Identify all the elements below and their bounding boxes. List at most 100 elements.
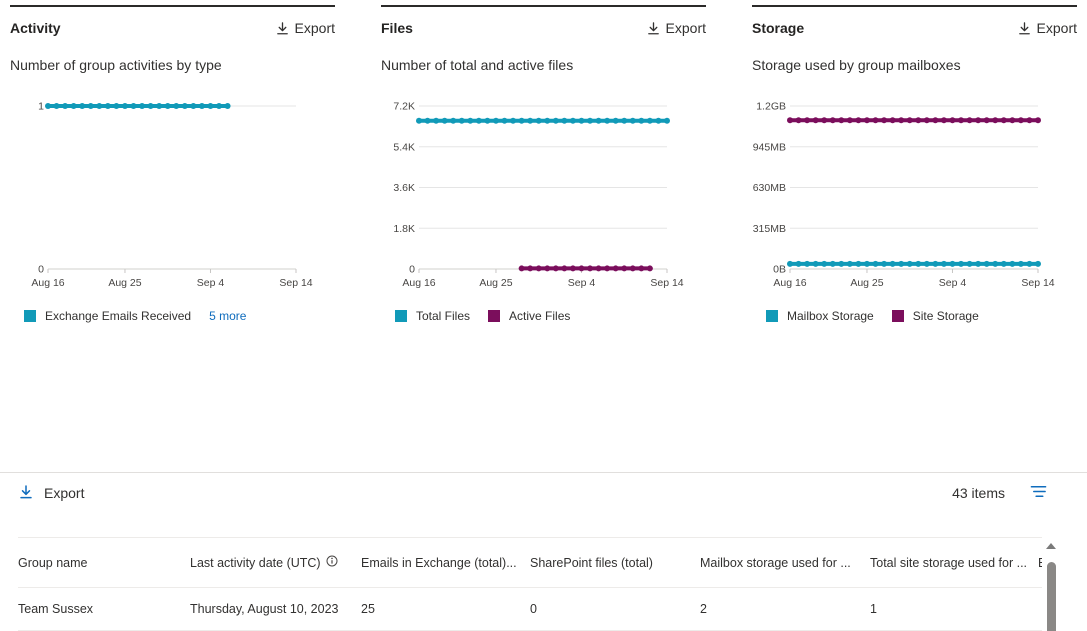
files-chart-subtitle: Number of total and active files bbox=[381, 57, 574, 73]
files-panel: Files Export Number of total and active … bbox=[381, 5, 706, 472]
data-point-marker bbox=[467, 117, 474, 124]
data-point-marker bbox=[121, 103, 128, 109]
data-point-marker bbox=[147, 103, 154, 109]
groups-table-section: Group name Last activity date (UTC) Emails… bbox=[0, 537, 1087, 631]
table-header-cell[interactable]: Last activity date (UTC) bbox=[190, 538, 361, 588]
storage-panel: Storage Export Storage used by group mai… bbox=[752, 5, 1077, 472]
table-cell: 1 bbox=[870, 588, 1038, 631]
column-header-label: Total site storage used for ... bbox=[870, 555, 1028, 570]
data-point-marker bbox=[561, 265, 568, 272]
storage-panel-header: Storage Export bbox=[752, 20, 1077, 36]
x-tick-label: Aug 16 bbox=[773, 277, 806, 289]
data-point-marker bbox=[795, 117, 802, 124]
legend-swatch bbox=[891, 310, 904, 322]
data-point-marker bbox=[104, 103, 111, 109]
groups-table: Group name Last activity date (UTC) Emails… bbox=[18, 537, 1042, 631]
legend-label: Active Files bbox=[509, 309, 571, 323]
data-point-marker bbox=[544, 117, 551, 124]
data-point-marker bbox=[518, 265, 525, 272]
table-export-button[interactable]: Export bbox=[18, 484, 84, 503]
storage-panel-title: Storage bbox=[752, 20, 805, 36]
data-point-marker bbox=[983, 260, 990, 267]
scrollbar-up-button[interactable] bbox=[1044, 537, 1058, 555]
storage-chart-subtitle: Storage used by group mailboxes bbox=[752, 57, 961, 73]
activity-export-button[interactable]: Export bbox=[275, 20, 335, 36]
scrollbar-thumb[interactable] bbox=[1046, 562, 1056, 631]
x-tick-label: Sep 14 bbox=[650, 277, 683, 289]
data-point-marker bbox=[510, 117, 517, 124]
data-point-marker bbox=[915, 117, 922, 124]
download-icon bbox=[275, 21, 290, 36]
data-point-marker bbox=[638, 265, 645, 272]
data-point-marker bbox=[983, 117, 990, 124]
data-point-marker bbox=[424, 117, 431, 124]
data-point-marker bbox=[139, 103, 146, 109]
table-header-cell[interactable]: SharePoint files (total) bbox=[530, 538, 700, 588]
data-point-marker bbox=[156, 103, 163, 109]
table-cell: 25 bbox=[361, 588, 530, 631]
column-header-label: Mailbox storage used for ... bbox=[700, 555, 851, 570]
data-point-marker bbox=[87, 103, 94, 109]
data-point-marker bbox=[863, 260, 870, 267]
files-panel-title: Files bbox=[381, 20, 413, 36]
data-point-marker bbox=[881, 117, 888, 124]
y-tick-label: 0B bbox=[773, 264, 786, 276]
y-tick-label: 1 bbox=[38, 101, 44, 113]
data-point-marker bbox=[79, 103, 86, 109]
data-point-marker bbox=[966, 260, 973, 267]
legend-item: Site Storage bbox=[891, 309, 979, 323]
data-point-marker bbox=[958, 260, 965, 267]
table-header-cell[interactable]: Emails in Exchange (total)... bbox=[361, 538, 530, 588]
data-point-marker bbox=[578, 265, 585, 272]
data-point-marker bbox=[1026, 117, 1033, 124]
table-header-cell[interactable]: Total site storage used for ... bbox=[870, 538, 1038, 588]
y-tick-label: 1.2GB bbox=[756, 101, 786, 113]
data-point-marker bbox=[1026, 260, 1033, 267]
x-tick-label: Aug 16 bbox=[402, 277, 435, 289]
data-point-marker bbox=[198, 103, 205, 109]
data-point-marker bbox=[621, 265, 628, 272]
legend-item: Active Files bbox=[488, 309, 570, 323]
data-point-marker bbox=[881, 260, 888, 267]
info-icon[interactable] bbox=[326, 555, 338, 567]
data-point-marker bbox=[1017, 117, 1024, 124]
legend-label: Site Storage bbox=[912, 309, 979, 323]
y-tick-label: 1.8K bbox=[393, 223, 415, 235]
table-export-label: Export bbox=[44, 485, 85, 501]
filter-icon[interactable] bbox=[1029, 483, 1048, 503]
data-point-marker bbox=[898, 260, 905, 267]
data-point-marker bbox=[416, 117, 422, 124]
table-row: Team Sussex Thursday, August 10, 2023 25 0 2… bbox=[18, 588, 1042, 631]
files-legend: Total Files Active Files bbox=[381, 309, 706, 323]
data-point-marker bbox=[812, 117, 819, 124]
data-point-marker bbox=[587, 265, 594, 272]
column-header-label: SharePoint files (total) bbox=[530, 555, 653, 570]
data-point-marker bbox=[949, 260, 956, 267]
table-header-cell[interactable]: Mailbox storage used for ... bbox=[700, 538, 870, 588]
data-point-marker bbox=[915, 260, 922, 267]
data-point-marker bbox=[604, 265, 611, 272]
data-point-marker bbox=[906, 260, 913, 267]
activity-chart-subtitle: Number of group activities by type bbox=[10, 57, 222, 73]
data-point-marker bbox=[475, 117, 482, 124]
data-point-marker bbox=[70, 103, 77, 109]
table-cell: 2 bbox=[700, 588, 870, 631]
data-point-marker bbox=[975, 260, 982, 267]
data-point-marker bbox=[224, 103, 231, 109]
x-tick-label: Aug 25 bbox=[850, 277, 883, 289]
data-point-marker bbox=[992, 260, 999, 267]
data-point-marker bbox=[190, 103, 197, 109]
data-point-marker bbox=[958, 117, 965, 124]
files-export-button[interactable]: Export bbox=[646, 20, 706, 36]
data-point-marker bbox=[130, 103, 137, 109]
data-point-marker bbox=[863, 117, 870, 124]
data-point-marker bbox=[527, 265, 534, 272]
table-header-cell[interactable]: Group name bbox=[18, 538, 190, 588]
storage-export-button[interactable]: Export bbox=[1017, 20, 1077, 36]
data-point-marker bbox=[812, 260, 819, 267]
x-tick-label: Aug 16 bbox=[31, 277, 64, 289]
table-header-cell[interactable]: E bbox=[1038, 538, 1042, 588]
data-point-marker bbox=[646, 117, 653, 124]
legend-more-link[interactable]: 5 more bbox=[209, 309, 247, 323]
